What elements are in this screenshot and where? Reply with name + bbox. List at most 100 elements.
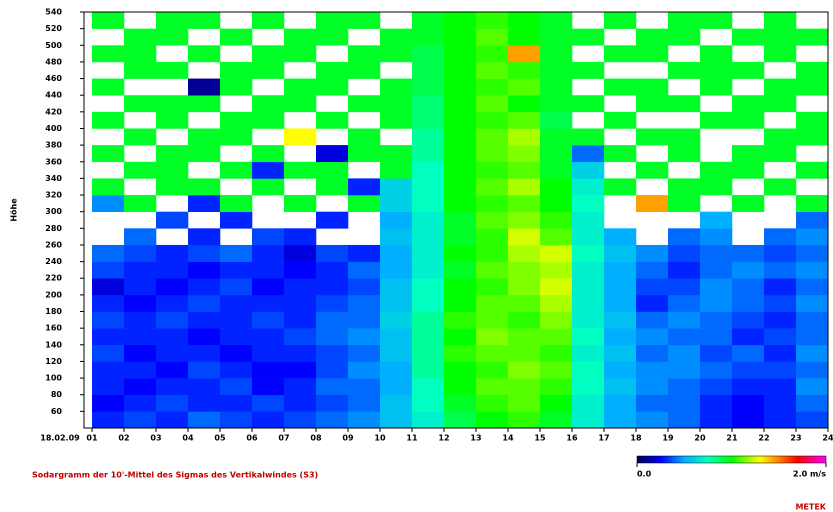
heatmap-cell — [540, 161, 573, 179]
heatmap-cell — [444, 261, 477, 279]
heatmap-cell — [220, 378, 253, 396]
heatmap-cell — [188, 145, 221, 163]
x-tick-label: 09 — [342, 434, 354, 443]
x-tick-label: 18 — [630, 434, 642, 443]
heatmap-cell — [412, 411, 445, 429]
heatmap-cell — [540, 244, 573, 262]
y-tick-label: 180 — [45, 307, 62, 316]
heatmap-cell — [252, 378, 285, 396]
heatmap-cell — [604, 111, 637, 129]
heatmap-cell — [412, 95, 445, 113]
heatmap-cell — [540, 311, 573, 329]
heatmap-cell — [668, 228, 701, 246]
heatmap-cell — [444, 328, 477, 346]
heatmap-cell — [412, 261, 445, 279]
y-tick-label: 280 — [45, 224, 62, 233]
heatmap-cell — [636, 161, 669, 179]
heatmap-cell — [700, 45, 733, 63]
heatmap-cell — [444, 228, 477, 246]
heatmap-cell — [124, 161, 157, 179]
heatmap-cell — [220, 311, 253, 329]
heatmap-cell — [732, 111, 765, 129]
heatmap-cell — [220, 244, 253, 262]
heatmap-cell — [348, 261, 381, 279]
x-tick-label: 17 — [598, 434, 609, 443]
heatmap-cell — [252, 145, 285, 163]
heatmap-cell — [188, 195, 221, 212]
heatmap-cell — [508, 294, 541, 312]
heatmap-cell — [508, 244, 541, 262]
heatmap-cell — [764, 261, 797, 279]
heatmap-cell — [700, 394, 733, 412]
heatmap-cell — [668, 145, 701, 163]
heatmap-cell — [796, 128, 829, 146]
heatmap-cell — [188, 95, 221, 113]
y-tick-label: 540 — [45, 8, 62, 17]
heatmap-cell — [540, 111, 573, 129]
heatmap-cell — [636, 28, 669, 46]
heatmap-cell — [412, 361, 445, 379]
heatmap-cell — [764, 361, 797, 379]
heatmap-cell — [284, 261, 317, 279]
heatmap-cell — [348, 394, 381, 412]
heatmap-cell — [284, 95, 317, 113]
heatmap-cell — [316, 278, 349, 296]
heatmap-cell — [220, 128, 253, 146]
heatmap-cell — [604, 411, 637, 429]
heatmap-cell — [636, 328, 669, 346]
heatmap-cell — [572, 195, 605, 212]
heatmap-cell — [92, 378, 125, 396]
heatmap-cell — [156, 278, 189, 296]
heatmap-cell — [732, 394, 765, 412]
heatmap-cell — [572, 261, 605, 279]
heatmap-cell — [700, 12, 733, 29]
y-tick-label: 300 — [45, 207, 62, 216]
heatmap-cell — [380, 411, 413, 429]
heatmap-cell — [476, 111, 509, 129]
heatmap-cell — [796, 195, 829, 212]
heatmap-cell — [508, 378, 541, 396]
heatmap-cell — [412, 161, 445, 179]
y-tick-label: 400 — [45, 124, 62, 133]
y-tick-label: 200 — [45, 290, 62, 299]
heatmap-cell — [668, 261, 701, 279]
heatmap-cell — [188, 78, 221, 96]
heatmap-cell — [92, 278, 125, 296]
heatmap-cell — [540, 328, 573, 346]
heatmap-cell — [508, 411, 541, 429]
heatmap-cell — [572, 178, 605, 196]
chart-title: Sodargramm der 10'-Mittel des Sigmas des… — [32, 471, 318, 480]
heatmap-cell — [700, 361, 733, 379]
heatmap-cell — [732, 95, 765, 113]
heatmap-cell — [412, 394, 445, 412]
brand-logo: METEK — [795, 503, 826, 512]
y-tick-label: 60 — [51, 407, 63, 416]
heatmap-cell — [156, 311, 189, 329]
heatmap-cell — [124, 61, 157, 79]
heatmap-cell — [124, 244, 157, 262]
heatmap-cell — [508, 12, 541, 29]
heatmap-cell — [764, 28, 797, 46]
heatmap-cell — [444, 278, 477, 296]
heatmap-cell — [444, 178, 477, 196]
heatmap-cell — [508, 145, 541, 163]
heatmap-cell — [412, 228, 445, 246]
heatmap-cell — [252, 311, 285, 329]
heatmap-cell — [540, 361, 573, 379]
heatmap-cell — [572, 411, 605, 429]
x-tick-label: 22 — [758, 434, 769, 443]
heatmap-cell — [508, 361, 541, 379]
heatmap-cell — [412, 195, 445, 212]
heatmap-cell — [156, 178, 189, 196]
heatmap-cell — [444, 12, 477, 29]
heatmap-cell — [636, 278, 669, 296]
heatmap-cell — [668, 311, 701, 329]
heatmap-cell — [188, 328, 221, 346]
heatmap-cell — [124, 361, 157, 379]
heatmap-cell — [508, 178, 541, 196]
heatmap-cell — [348, 378, 381, 396]
heatmap-cell — [604, 261, 637, 279]
heatmap-cell — [316, 178, 349, 196]
heatmap-cell — [284, 394, 317, 412]
heatmap-cell — [188, 311, 221, 329]
